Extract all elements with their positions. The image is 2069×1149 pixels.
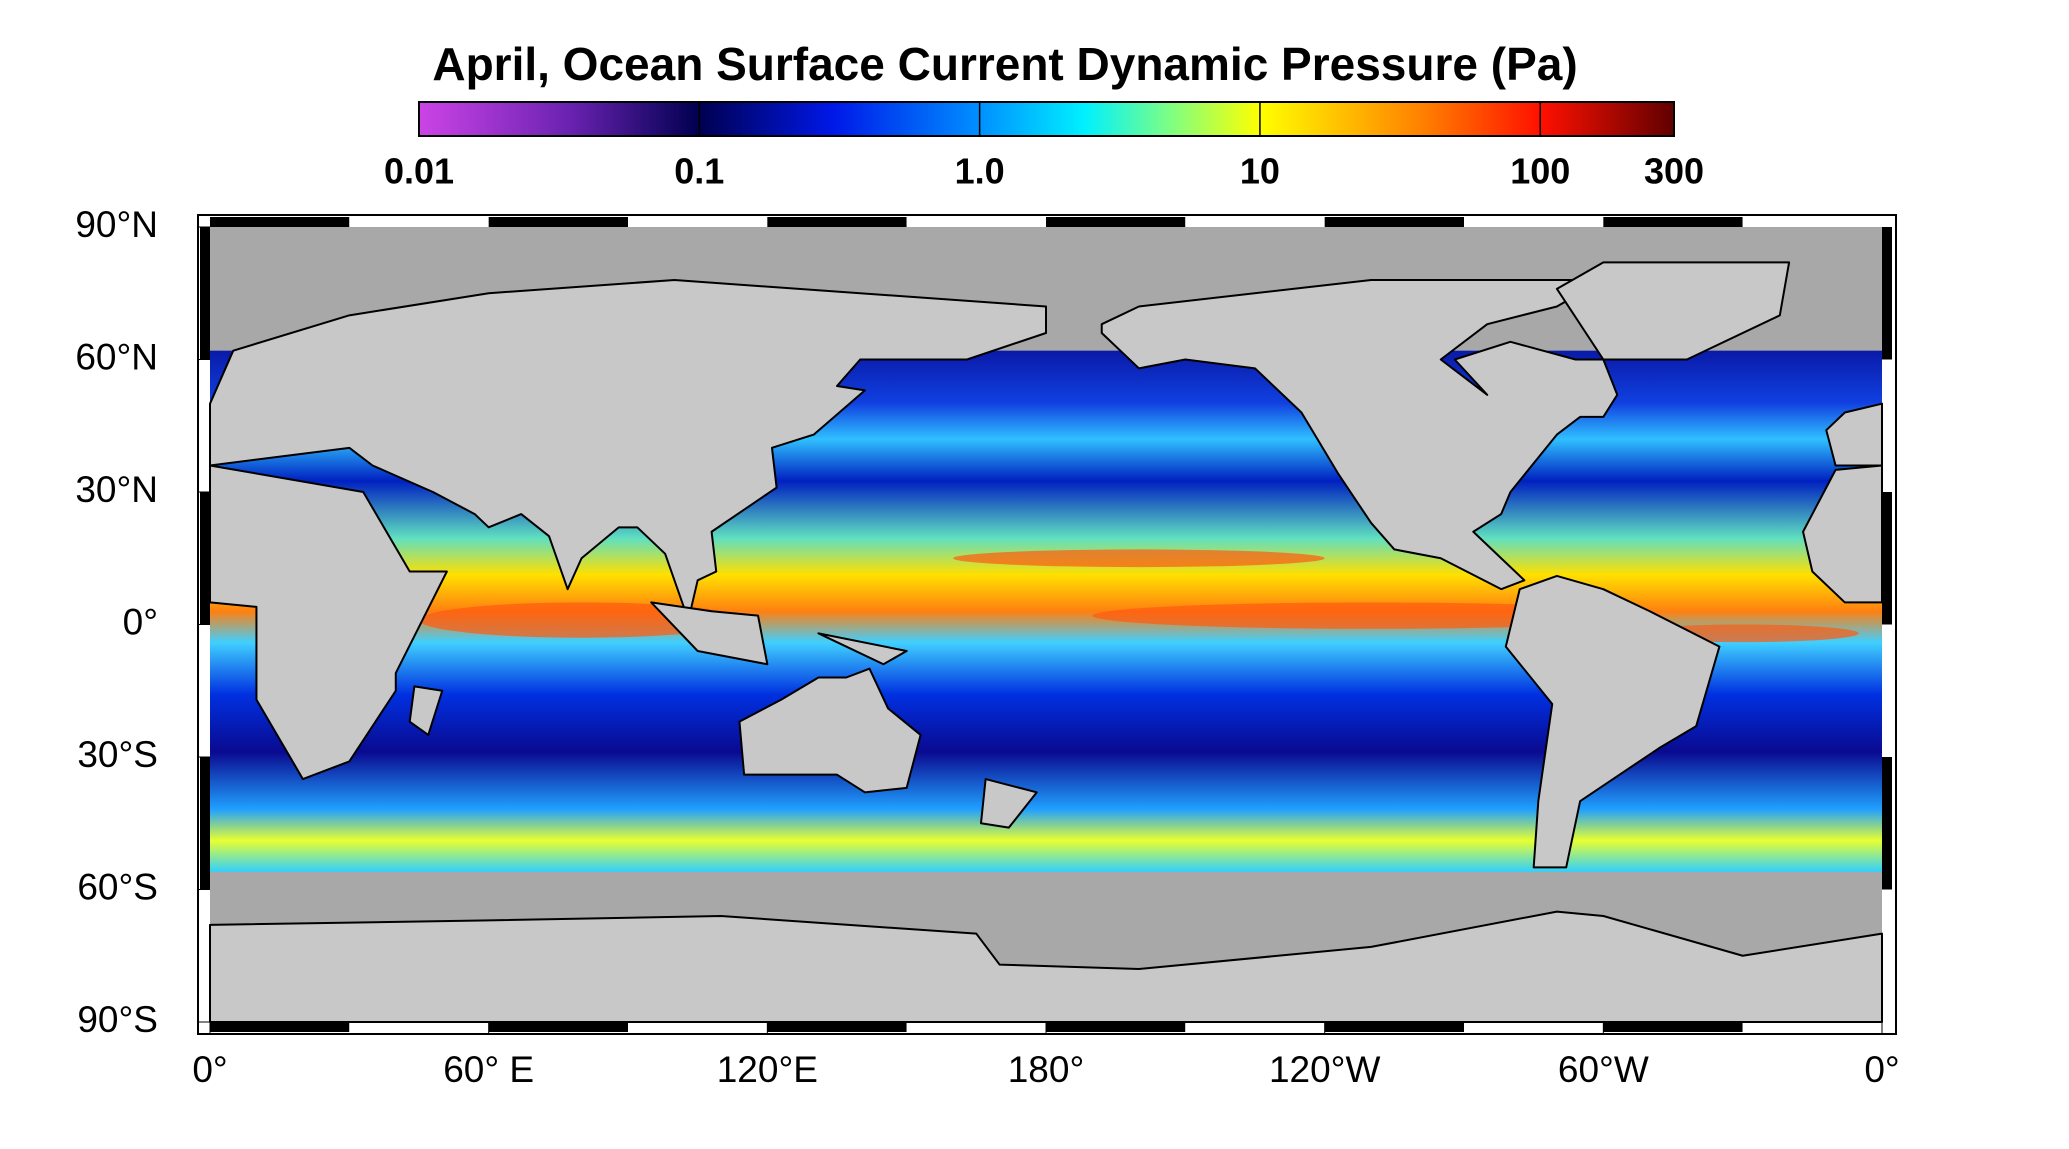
frame-stripe (628, 1022, 768, 1032)
lat-tick-label: 90°S (77, 999, 158, 1040)
land (209, 910, 1883, 1023)
frame-stripe (210, 217, 350, 227)
lat-tick-label: 60°S (77, 866, 158, 907)
frame-stripe (1882, 359, 1892, 492)
frame-stripe (488, 1022, 628, 1032)
frame-stripe (906, 1022, 1046, 1032)
frame-stripe (488, 217, 628, 227)
frame-stripe (1742, 1022, 1882, 1032)
lon-tick-label: 0° (192, 1049, 227, 1090)
frame-stripe (1742, 217, 1882, 227)
lon-tick-label: 60° E (443, 1049, 534, 1090)
frame-stripe (906, 217, 1046, 227)
frame-stripe (200, 624, 210, 757)
frame-stripe (200, 889, 210, 1022)
title: April, Ocean Surface Current Dynamic Pre… (432, 38, 1577, 90)
land (1825, 402, 1883, 467)
frame-stripe (1324, 1022, 1464, 1032)
frame-stripe (628, 217, 768, 227)
land (979, 778, 1038, 829)
lon-tick-label: 120°W (1269, 1049, 1381, 1090)
lat-tick-label: 30°N (75, 469, 158, 510)
frame-stripe (1603, 217, 1743, 227)
lat-tick-label: 0° (123, 601, 158, 642)
colorbar-tick-label: 100 (1510, 151, 1570, 192)
land (1555, 261, 1791, 361)
frame-stripe (1882, 492, 1892, 625)
colorbar-tick-label: 0.1 (674, 151, 724, 192)
frame-stripe (1603, 1022, 1743, 1032)
lat-tick-label: 30°S (77, 734, 158, 775)
frame-stripe (210, 1022, 350, 1032)
frame-stripe (1882, 624, 1892, 757)
frame-stripe (200, 227, 210, 360)
lon-tick-label: 60°W (1558, 1049, 1649, 1090)
land (408, 685, 444, 736)
lon-tick-label: 0° (1864, 1049, 1899, 1090)
hot-band (1092, 602, 1650, 629)
colorbar-tick-label: 10 (1240, 151, 1280, 192)
colorbar (418, 101, 1675, 137)
frame-stripe (1185, 217, 1325, 227)
frame-stripe (349, 1022, 489, 1032)
land (738, 667, 922, 794)
frame-stripe (1882, 757, 1892, 890)
frame-stripe (200, 492, 210, 625)
lon-tick-label: 120°E (717, 1049, 818, 1090)
frame-stripe (1046, 217, 1186, 227)
frame-stripe (200, 359, 210, 492)
frame-stripe (200, 757, 210, 890)
land (1100, 279, 1619, 591)
frame-stripe (349, 217, 489, 227)
frame-stripe (1185, 1022, 1325, 1032)
lon-tick-label: 180° (1008, 1049, 1085, 1090)
lat-tick-label: 60°N (75, 336, 158, 377)
lat-tick-label: 90°N (75, 204, 158, 245)
land (817, 632, 908, 666)
frame-stripe (1882, 889, 1892, 1022)
frame-stripe (1324, 217, 1464, 227)
land (209, 464, 448, 781)
land (1504, 574, 1721, 869)
colorbar-tick-label: 300 (1644, 151, 1704, 192)
land (209, 279, 1047, 622)
frame-stripe (1046, 1022, 1186, 1032)
frame-stripe (767, 1022, 907, 1032)
land (1802, 464, 1883, 604)
frame-stripe (1882, 227, 1892, 360)
hot-band (953, 549, 1325, 568)
land (650, 601, 769, 666)
frame-stripe (1464, 217, 1604, 227)
colorbar-tick-label: 1.0 (955, 151, 1005, 192)
frame-stripe (767, 217, 907, 227)
frame-stripe (1464, 1022, 1604, 1032)
colorbar-tick-label: 0.01 (384, 151, 454, 192)
